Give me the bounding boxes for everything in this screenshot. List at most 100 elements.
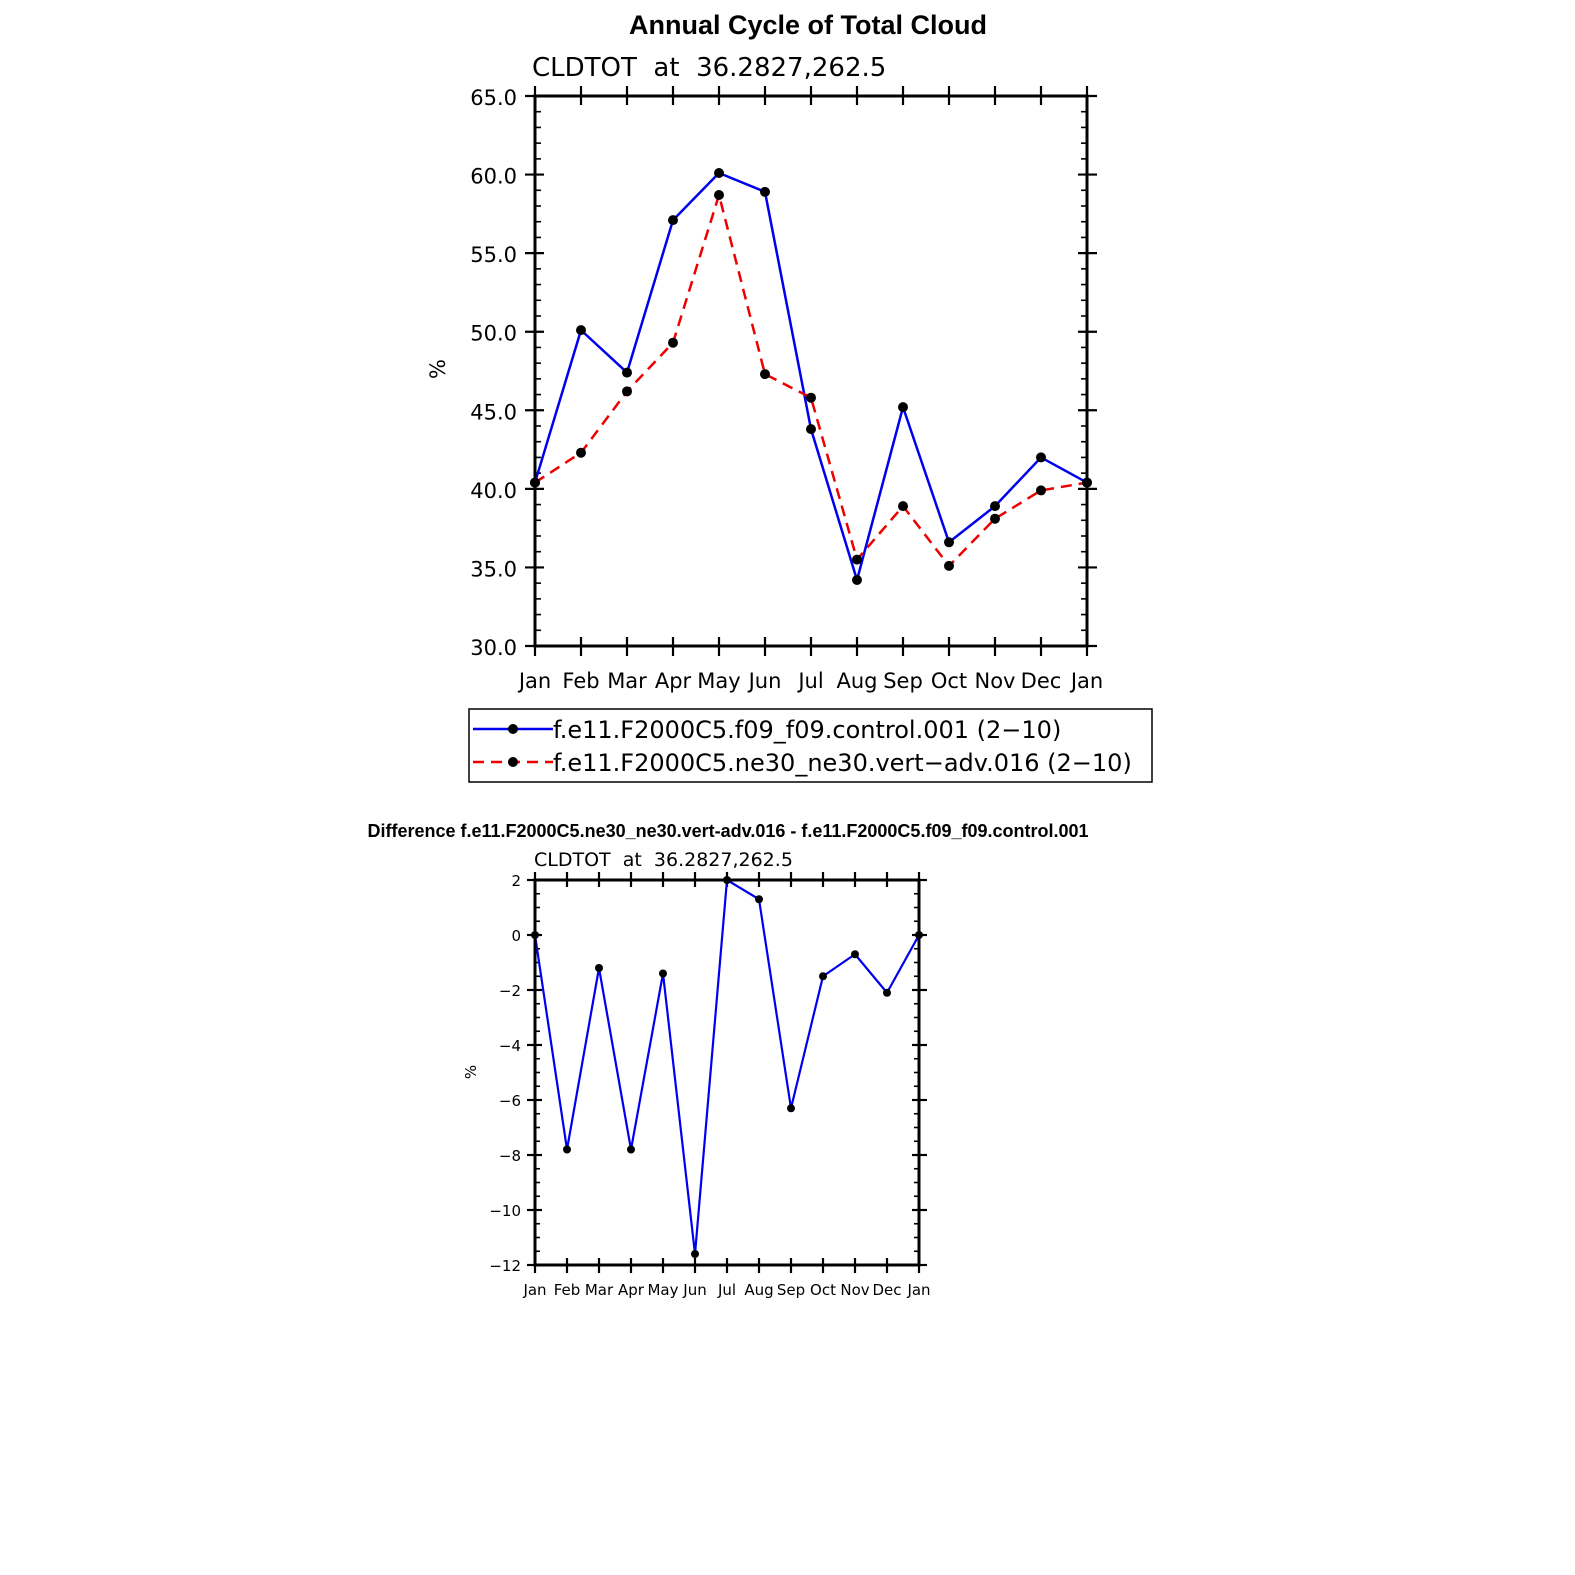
x-tick-label: Feb — [562, 669, 599, 693]
data-point-0 — [563, 1145, 571, 1154]
data-point-1 — [1036, 485, 1046, 496]
y-tick-label: −10 — [489, 1202, 521, 1220]
y-tick-label: 60.0 — [470, 165, 517, 189]
data-point-0 — [755, 895, 763, 904]
series-group — [530, 168, 1092, 585]
y-tick-label: −4 — [499, 1037, 521, 1055]
legend-marker-control — [508, 724, 518, 734]
x-tick-label: Apr — [618, 1281, 645, 1299]
x-tick-label: Jul — [717, 1281, 736, 1299]
difference-plot-frame — [533, 878, 921, 1267]
x-tick-label: Nov — [840, 1281, 869, 1299]
x-tick-labels: Jan Feb Mar Apr May Jun Jul Aug Sep Oct Nov Dec Jan — [522, 1281, 930, 1299]
plot-frame — [533, 94, 1089, 648]
data-point-1 — [990, 513, 1000, 524]
x-tick-label: Aug — [836, 669, 877, 693]
difference-panel: Difference f.e11.F2000C5.ne30_ne30.vert-… — [367, 821, 1088, 1299]
data-point-0 — [990, 501, 1000, 512]
y-tick-label: 2 — [511, 872, 521, 890]
x-tick-label: Jun — [747, 669, 782, 693]
data-point-0 — [806, 424, 816, 435]
data-point-1 — [898, 501, 908, 512]
data-point-0 — [819, 972, 827, 981]
x-tick-label: Aug — [744, 1281, 773, 1299]
axis-ticks — [527, 872, 927, 1273]
x-tick-label: Apr — [655, 669, 692, 693]
x-tick-label: Jan — [517, 669, 551, 693]
data-point-0 — [1036, 452, 1046, 463]
legend-label-control: f.e11.F2000C5.f09_f09.control.001 (2−10) — [553, 716, 1061, 744]
difference-y-axis-label: % — [462, 1065, 480, 1079]
x-tick-label: Jul — [796, 669, 823, 693]
y-tick-label: 50.0 — [470, 322, 517, 346]
difference-title: Difference f.e11.F2000C5.ne30_ne30.vert-… — [367, 821, 1088, 841]
y-tick-label: −12 — [489, 1257, 521, 1275]
chart-title: Annual Cycle of Total Cloud — [629, 10, 987, 40]
y-tick-label: 40.0 — [470, 479, 517, 503]
data-point-0 — [576, 325, 586, 336]
y-tick-label: 45.0 — [470, 400, 517, 424]
x-tick-label: Oct — [810, 1281, 836, 1299]
chart-subtitle: CLDTOT at 36.2827,262.5 — [532, 53, 886, 83]
y-tick-label: 30.0 — [470, 636, 517, 660]
y-tick-label: 0 — [511, 927, 521, 945]
data-point-1 — [852, 554, 862, 565]
data-point-0 — [898, 402, 908, 413]
data-point-0 — [659, 969, 667, 978]
data-point-1 — [622, 386, 632, 397]
x-tick-label: Jan — [1069, 669, 1103, 693]
x-tick-label: Jan — [906, 1281, 930, 1299]
legend-marker-vert-adv — [508, 757, 518, 767]
y-tick-label: −2 — [499, 982, 521, 1000]
data-point-0 — [668, 215, 678, 226]
data-point-0 — [851, 950, 859, 959]
y-tick-label: 55.0 — [470, 243, 517, 267]
data-point-1 — [760, 369, 770, 380]
series-line-0 — [533, 171, 1088, 582]
x-tick-label: Feb — [554, 1281, 581, 1299]
difference-subtitle: CLDTOT at 36.2827,262.5 — [534, 849, 793, 871]
data-point-0 — [787, 1104, 795, 1113]
x-tick-label: Dec — [872, 1281, 901, 1299]
data-point-0 — [944, 537, 954, 548]
x-tick-label: Sep — [883, 669, 923, 693]
x-tick-label: Nov — [975, 669, 1016, 693]
data-point-0 — [760, 186, 770, 197]
series-group — [531, 876, 923, 1258]
legend-box — [468, 708, 1153, 783]
x-tick-label: May — [697, 669, 740, 693]
data-point-1 — [806, 392, 816, 403]
data-point-1 — [714, 190, 724, 200]
annual-cycle-panel: Annual Cycle of Total Cloud CLDTOT at 36… — [426, 10, 1153, 783]
data-point-0 — [595, 964, 603, 972]
data-point-0 — [622, 367, 632, 378]
x-tick-labels: Jan Feb Mar Apr May Jun Jul Aug Sep Oct Nov Dec Jan — [517, 669, 1103, 693]
data-point-0 — [883, 988, 891, 997]
x-tick-label: Jan — [522, 1281, 546, 1299]
x-tick-label: May — [647, 1281, 678, 1299]
x-tick-label: Mar — [607, 669, 647, 693]
y-tick-labels: −12 −10 −8 −6 −4 −2 0 2 — [489, 872, 521, 1275]
data-point-1 — [576, 447, 586, 458]
x-tick-label: Mar — [585, 1281, 614, 1299]
legend: f.e11.F2000C5.f09_f09.control.001 (2−10)… — [468, 708, 1153, 783]
y-tick-label: −8 — [499, 1147, 521, 1165]
y-tick-label: 65.0 — [470, 86, 517, 110]
data-point-1 — [668, 337, 678, 348]
data-point-0 — [627, 1145, 635, 1154]
data-point-0 — [714, 168, 724, 178]
data-point-0 — [691, 1250, 699, 1258]
data-point-0 — [852, 575, 862, 585]
x-tick-label: Dec — [1021, 669, 1062, 693]
y-tick-labels: 30.0 35.0 40.0 45.0 50.0 55.0 60.0 65.0 — [470, 86, 517, 660]
axis-ticks — [525, 86, 1097, 656]
series-line-0 — [533, 878, 920, 1256]
y-tick-label: −6 — [499, 1092, 521, 1110]
x-tick-label: Oct — [931, 669, 967, 693]
x-tick-label: Sep — [777, 1281, 805, 1299]
y-axis-label: % — [426, 359, 450, 379]
data-point-1 — [944, 560, 954, 571]
x-tick-label: Jun — [682, 1281, 706, 1299]
legend-label-vert-adv: f.e11.F2000C5.ne30_ne30.vert−adv.016 (2−… — [553, 749, 1132, 777]
